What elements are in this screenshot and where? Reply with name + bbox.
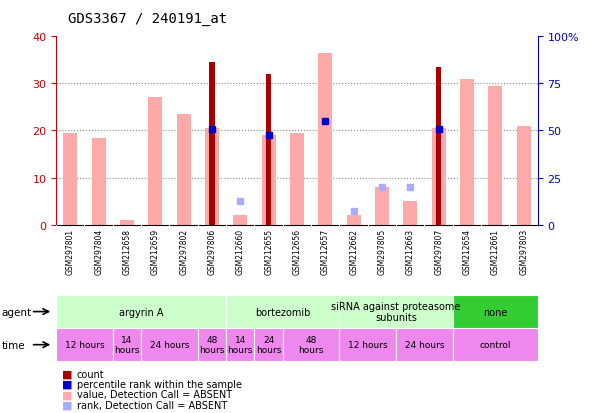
- Bar: [266, 75, 271, 225]
- Bar: [339, 295, 453, 328]
- Bar: [205, 129, 219, 225]
- Text: 24 hours: 24 hours: [405, 340, 444, 349]
- Text: ■: ■: [62, 389, 73, 399]
- Text: control: control: [479, 340, 511, 349]
- Text: GSM297804: GSM297804: [94, 229, 103, 275]
- Text: 14
hours: 14 hours: [114, 335, 139, 354]
- Text: GSM212654: GSM212654: [463, 229, 472, 275]
- Bar: [226, 328, 255, 361]
- Text: ■: ■: [62, 369, 73, 379]
- Text: GSM212661: GSM212661: [491, 229, 500, 275]
- Bar: [318, 54, 332, 225]
- Bar: [233, 216, 248, 225]
- Bar: [436, 68, 441, 225]
- Bar: [453, 295, 538, 328]
- Text: rank, Detection Call = ABSENT: rank, Detection Call = ABSENT: [77, 400, 227, 410]
- Text: GSM212657: GSM212657: [321, 229, 330, 275]
- Bar: [375, 188, 389, 225]
- Bar: [63, 133, 77, 225]
- Text: 48
hours: 48 hours: [298, 335, 324, 354]
- Text: ■: ■: [62, 379, 73, 389]
- Text: GSM297805: GSM297805: [378, 229, 387, 275]
- Bar: [339, 328, 396, 361]
- Text: GSM297802: GSM297802: [179, 229, 188, 275]
- Text: 12 hours: 12 hours: [64, 340, 104, 349]
- Bar: [226, 295, 339, 328]
- Bar: [198, 328, 226, 361]
- Text: bortezomib: bortezomib: [255, 307, 310, 317]
- Bar: [488, 86, 502, 225]
- Bar: [460, 79, 474, 225]
- Text: GDS3367 / 240191_at: GDS3367 / 240191_at: [68, 12, 227, 26]
- Bar: [453, 328, 538, 361]
- Text: GSM297806: GSM297806: [207, 229, 216, 275]
- Bar: [283, 328, 339, 361]
- Bar: [120, 221, 134, 225]
- Text: argyrin A: argyrin A: [119, 307, 163, 317]
- Text: GSM297801: GSM297801: [66, 229, 75, 275]
- Text: GSM297803: GSM297803: [519, 229, 528, 275]
- Bar: [262, 136, 276, 225]
- Text: agent: agent: [2, 307, 32, 317]
- Text: GSM212656: GSM212656: [293, 229, 301, 275]
- Bar: [177, 115, 191, 225]
- Bar: [56, 295, 226, 328]
- Bar: [431, 129, 446, 225]
- Text: value, Detection Call = ABSENT: value, Detection Call = ABSENT: [77, 389, 232, 399]
- Text: GSM212655: GSM212655: [264, 229, 273, 275]
- Text: GSM212660: GSM212660: [236, 229, 245, 275]
- Text: GSM212659: GSM212659: [151, 229, 160, 275]
- Text: none: none: [483, 307, 508, 317]
- Bar: [396, 328, 453, 361]
- Text: 24 hours: 24 hours: [150, 340, 189, 349]
- Bar: [346, 216, 361, 225]
- Bar: [56, 328, 113, 361]
- Text: 48
hours: 48 hours: [199, 335, 225, 354]
- Text: time: time: [2, 340, 25, 350]
- Text: ■: ■: [62, 400, 73, 410]
- Bar: [403, 202, 417, 225]
- Bar: [255, 328, 283, 361]
- Text: GSM212662: GSM212662: [349, 229, 358, 275]
- Text: 12 hours: 12 hours: [348, 340, 388, 349]
- Bar: [209, 63, 215, 225]
- Text: GSM212663: GSM212663: [406, 229, 415, 275]
- Text: siRNA against proteasome
subunits: siRNA against proteasome subunits: [332, 301, 461, 323]
- Text: percentile rank within the sample: percentile rank within the sample: [77, 379, 242, 389]
- Bar: [141, 328, 198, 361]
- Bar: [290, 133, 304, 225]
- Text: count: count: [77, 369, 105, 379]
- Text: GSM212658: GSM212658: [122, 229, 131, 275]
- Text: 14
hours: 14 hours: [228, 335, 253, 354]
- Text: GSM297807: GSM297807: [434, 229, 443, 275]
- Text: 24
hours: 24 hours: [256, 335, 281, 354]
- Bar: [148, 98, 163, 225]
- Bar: [517, 126, 531, 225]
- Bar: [92, 138, 106, 225]
- Bar: [113, 328, 141, 361]
